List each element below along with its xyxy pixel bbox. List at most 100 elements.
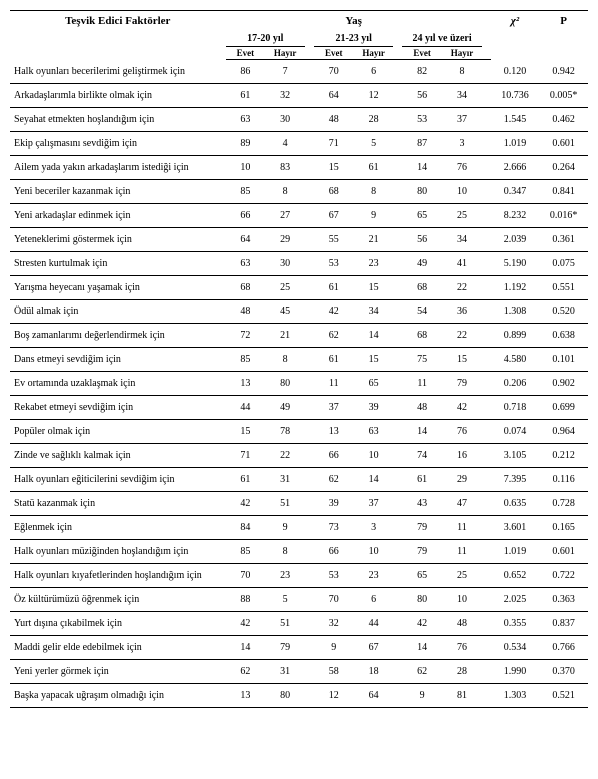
cell-value: 14 <box>402 419 442 443</box>
cell-value: 61 <box>402 467 442 491</box>
cell-value: 82 <box>402 60 442 84</box>
cell-value: 80 <box>265 683 305 707</box>
cell-value: 21 <box>265 323 305 347</box>
table-row: Stresten kurtulmak için6330532349415.190… <box>10 251 588 275</box>
cell-value: 85 <box>226 539 266 563</box>
table-row: Ödül almak için4845423454361.3080.520 <box>10 299 588 323</box>
row-label: Ödül almak için <box>10 299 226 323</box>
cell-chi2: 1.019 <box>491 131 540 155</box>
cell-value: 8 <box>265 539 305 563</box>
cell-value: 65 <box>402 563 442 587</box>
cell-value: 32 <box>265 83 305 107</box>
table-row: Ekip çalışmasını sevdiğim için8947158731… <box>10 131 588 155</box>
cell-value: 28 <box>442 659 482 683</box>
table-row: Halk oyunları eğiticilerini sevdiğim içi… <box>10 467 588 491</box>
cell-p: 0.520 <box>539 299 588 323</box>
cell-value: 11 <box>314 371 354 395</box>
cell-p: 0.766 <box>539 635 588 659</box>
cell-p: 0.722 <box>539 563 588 587</box>
row-label: Yeni arkadaşlar edinmek için <box>10 203 226 227</box>
cell-value: 68 <box>226 275 266 299</box>
cell-value: 22 <box>265 443 305 467</box>
cell-chi2: 0.120 <box>491 60 540 84</box>
row-label: Başka yapacak uğraşım olmadığı için <box>10 683 226 707</box>
row-label: Yeteneklerimi göstermek için <box>10 227 226 251</box>
cell-chi2: 1.192 <box>491 275 540 299</box>
cell-p: 0.964 <box>539 419 588 443</box>
cell-value: 71 <box>226 443 266 467</box>
age-group-1: 17-20 yıl <box>226 31 306 47</box>
cell-value: 34 <box>354 299 394 323</box>
cell-value: 79 <box>402 515 442 539</box>
cell-value: 10 <box>442 587 482 611</box>
cell-value: 25 <box>442 203 482 227</box>
cell-chi2: 1.308 <box>491 299 540 323</box>
cell-chi2: 0.899 <box>491 323 540 347</box>
cell-value: 16 <box>442 443 482 467</box>
cell-value: 63 <box>226 107 266 131</box>
cell-value: 25 <box>442 563 482 587</box>
cell-chi2: 1.303 <box>491 683 540 707</box>
cell-chi2: 0.718 <box>491 395 540 419</box>
sub-no-1: Hayır <box>265 47 305 60</box>
table-row: Zinde ve sağlıklı kalmak için71226610741… <box>10 443 588 467</box>
cell-p: 0.521 <box>539 683 588 707</box>
cell-value: 15 <box>226 419 266 443</box>
table-row: Arkadaşlarımla birlikte olmak için613264… <box>10 83 588 107</box>
cell-value: 42 <box>226 491 266 515</box>
cell-chi2: 4.580 <box>491 347 540 371</box>
cell-value: 15 <box>442 347 482 371</box>
cell-p: 0.361 <box>539 227 588 251</box>
cell-value: 53 <box>314 251 354 275</box>
cell-p: 0.551 <box>539 275 588 299</box>
header-chi2: χ² <box>491 11 540 60</box>
cell-value: 76 <box>442 635 482 659</box>
cell-value: 55 <box>314 227 354 251</box>
table-row: Halk oyunları kıyafetlerinden hoşlandığı… <box>10 563 588 587</box>
cell-value: 34 <box>442 83 482 107</box>
cell-p: 0.699 <box>539 395 588 419</box>
sub-yes-2: Evet <box>314 47 354 60</box>
row-label: Ekip çalışmasını sevdiğim için <box>10 131 226 155</box>
cell-value: 18 <box>354 659 394 683</box>
table-row: Eğlenmek için84973379113.6010.165 <box>10 515 588 539</box>
cell-value: 22 <box>442 275 482 299</box>
cell-value: 67 <box>354 635 394 659</box>
cell-chi2: 2.039 <box>491 227 540 251</box>
cell-value: 36 <box>442 299 482 323</box>
cell-value: 67 <box>314 203 354 227</box>
row-label: Seyahat etmekten hoşlandığım için <box>10 107 226 131</box>
cell-value: 31 <box>265 659 305 683</box>
cell-value: 9 <box>314 635 354 659</box>
row-label: Yeni yerler görmek için <box>10 659 226 683</box>
cell-value: 62 <box>402 659 442 683</box>
header-p: P <box>539 11 588 60</box>
table-row: Maddi gelir elde edebilmek için147996714… <box>10 635 588 659</box>
cell-value: 30 <box>265 251 305 275</box>
cell-chi2: 0.652 <box>491 563 540 587</box>
cell-value: 9 <box>265 515 305 539</box>
cell-value: 89 <box>226 131 266 155</box>
cell-value: 10 <box>226 155 266 179</box>
cell-value: 6 <box>354 587 394 611</box>
cell-value: 70 <box>226 563 266 587</box>
table-row: Statü kazanmak için4251393743470.6350.72… <box>10 491 588 515</box>
age-group-3: 24 yıl ve üzeri <box>402 31 482 47</box>
cell-p: 0.264 <box>539 155 588 179</box>
row-label: Eğlenmek için <box>10 515 226 539</box>
cell-value: 49 <box>265 395 305 419</box>
cell-value: 74 <box>402 443 442 467</box>
cell-value: 37 <box>442 107 482 131</box>
table-row: Halk oyunları becerilerimi geliştirmek i… <box>10 60 588 84</box>
header-factors: Teşvik Edici Faktörler <box>10 11 226 60</box>
table-row: Dans etmeyi sevdiğim için858611575154.58… <box>10 347 588 371</box>
cell-value: 84 <box>226 515 266 539</box>
cell-value: 41 <box>442 251 482 275</box>
cell-value: 32 <box>314 611 354 635</box>
cell-value: 61 <box>314 275 354 299</box>
cell-value: 31 <box>265 467 305 491</box>
cell-value: 29 <box>265 227 305 251</box>
table-row: Boş zamanlarımı değerlendirmek için72216… <box>10 323 588 347</box>
row-label: Stresten kurtulmak için <box>10 251 226 275</box>
cell-value: 51 <box>265 491 305 515</box>
